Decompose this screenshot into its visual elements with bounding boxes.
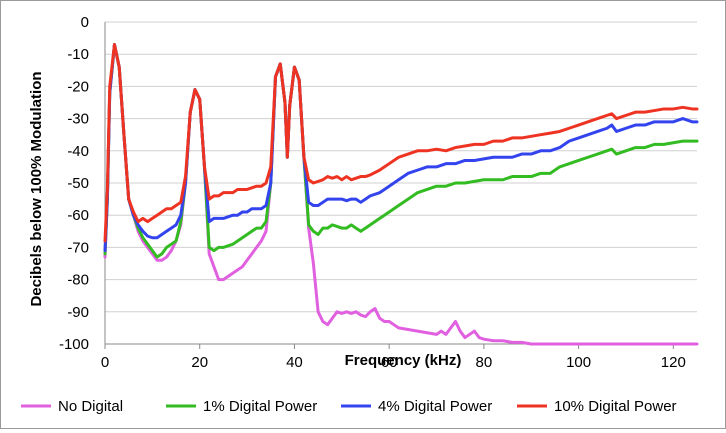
x-tick-label: 0 [101, 354, 109, 371]
x-tick-label: 80 [476, 354, 493, 371]
legend-label: 4% Digital Power [378, 398, 492, 415]
y-tick-label: -40 [67, 143, 89, 160]
x-tick-label: 60 [381, 354, 398, 371]
y-tick-label: 0 [81, 14, 89, 31]
axes [104, 22, 697, 349]
x-tick-label: 120 [661, 354, 686, 371]
series-line-10-digital-power [103, 43, 699, 243]
series-lines [103, 43, 699, 346]
x-tick-label: 20 [191, 354, 208, 371]
y-tick-label: -70 [67, 239, 89, 256]
gridlines [105, 21, 697, 313]
y-tick-label: -90 [67, 304, 89, 321]
legend-label: No Digital [58, 398, 123, 415]
y-tick-label: -30 [67, 111, 89, 128]
y-axis-title: Decibels below 100% Modulation [28, 71, 45, 306]
series-line-4-digital-power [103, 43, 699, 253]
legend: No Digital 1% Digital Power 4% Digital Pow… [21, 398, 677, 415]
y-tick-label: -100 [59, 336, 89, 353]
y-tick-label: -50 [67, 175, 89, 192]
x-axis-title: Frequency (kHz) [345, 352, 462, 369]
tick-labels: 0 -10 -20 -30 -40 -50 -60 -70 -80 -90 -100 0 20 40 60 8… [59, 14, 686, 371]
y-tick-label: -10 [67, 46, 89, 63]
legend-label: 10% Digital Power [554, 398, 677, 415]
y-tick-label: -80 [67, 272, 89, 289]
y-tick-label: -20 [67, 78, 89, 95]
x-tick-label: 100 [566, 354, 591, 371]
x-tick-label: 40 [286, 354, 303, 371]
legend-label: 1% Digital Power [203, 398, 317, 415]
y-tick-label: -60 [67, 207, 89, 224]
series-line-1-digital-power [103, 43, 699, 259]
